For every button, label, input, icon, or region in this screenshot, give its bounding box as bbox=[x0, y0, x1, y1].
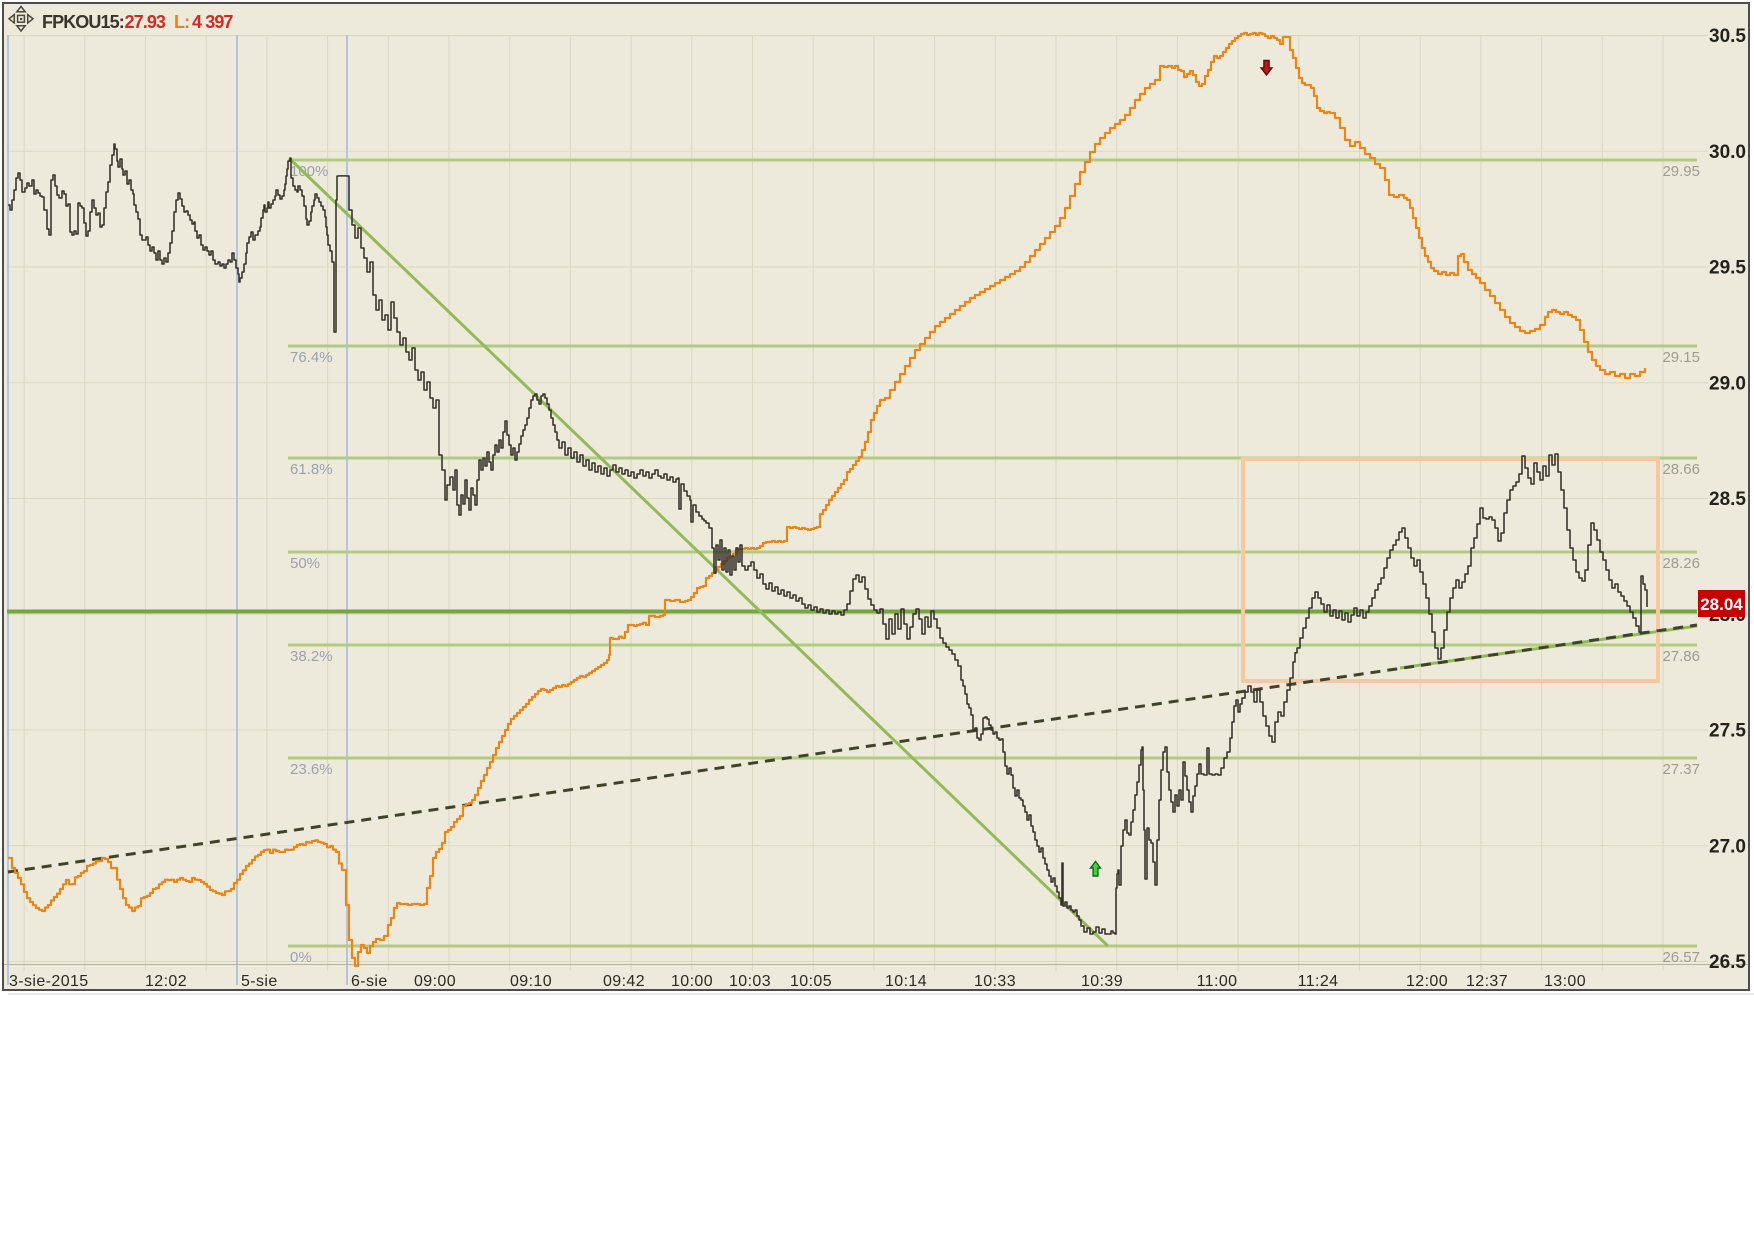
svg-text:30.0: 30.0 bbox=[1709, 142, 1746, 163]
svg-text:5-sie: 5-sie bbox=[241, 973, 278, 990]
svg-text:26.5: 26.5 bbox=[1709, 952, 1746, 973]
svg-text:09:10: 09:10 bbox=[510, 973, 552, 990]
svg-text:76.4%: 76.4% bbox=[290, 349, 333, 366]
svg-text:30.5: 30.5 bbox=[1709, 26, 1746, 47]
svg-text:10:33: 10:33 bbox=[974, 973, 1016, 990]
svg-text:29.15: 29.15 bbox=[1662, 349, 1700, 366]
svg-text:28.66: 28.66 bbox=[1662, 461, 1700, 478]
svg-text:38.2%: 38.2% bbox=[290, 648, 333, 665]
svg-text:12:00: 12:00 bbox=[1406, 973, 1448, 990]
svg-text:29.95: 29.95 bbox=[1662, 163, 1700, 180]
svg-text:61.8%: 61.8% bbox=[290, 461, 333, 478]
svg-text:27.37: 27.37 bbox=[1662, 761, 1700, 778]
svg-text:12:02: 12:02 bbox=[145, 973, 187, 990]
svg-text:10:39: 10:39 bbox=[1081, 973, 1123, 990]
svg-text:13:00: 13:00 bbox=[1544, 973, 1586, 990]
svg-text:50%: 50% bbox=[290, 555, 320, 572]
svg-text:FPKOU15:27.93L:4 397: FPKOU15:27.93 L: 4 397 bbox=[42, 12, 233, 32]
svg-text:11:00: 11:00 bbox=[1197, 973, 1238, 990]
svg-text:29.5: 29.5 bbox=[1709, 258, 1746, 279]
svg-text:27.0: 27.0 bbox=[1709, 836, 1746, 857]
svg-text:11:24: 11:24 bbox=[1298, 973, 1339, 990]
svg-text:23.6%: 23.6% bbox=[290, 761, 333, 778]
svg-text:10:00: 10:00 bbox=[671, 973, 713, 990]
svg-text:10:03: 10:03 bbox=[729, 973, 771, 990]
svg-text:26.57: 26.57 bbox=[1662, 949, 1700, 966]
svg-text:09:00: 09:00 bbox=[414, 973, 456, 990]
svg-text:28.04: 28.04 bbox=[1700, 595, 1743, 614]
svg-text:10:05: 10:05 bbox=[790, 973, 832, 990]
svg-text:27.5: 27.5 bbox=[1709, 721, 1746, 742]
svg-text:09:42: 09:42 bbox=[603, 973, 645, 990]
svg-text:0%: 0% bbox=[290, 949, 312, 966]
svg-text:27.86: 27.86 bbox=[1662, 648, 1700, 665]
svg-text:6-sie: 6-sie bbox=[351, 973, 388, 990]
svg-text:10:14: 10:14 bbox=[885, 973, 927, 990]
svg-text:28.26: 28.26 bbox=[1662, 555, 1700, 572]
svg-text:3-sie-2015: 3-sie-2015 bbox=[9, 973, 89, 990]
svg-text:12:37: 12:37 bbox=[1466, 973, 1508, 990]
svg-text:29.0: 29.0 bbox=[1709, 373, 1746, 394]
svg-text:28.5: 28.5 bbox=[1709, 489, 1746, 510]
